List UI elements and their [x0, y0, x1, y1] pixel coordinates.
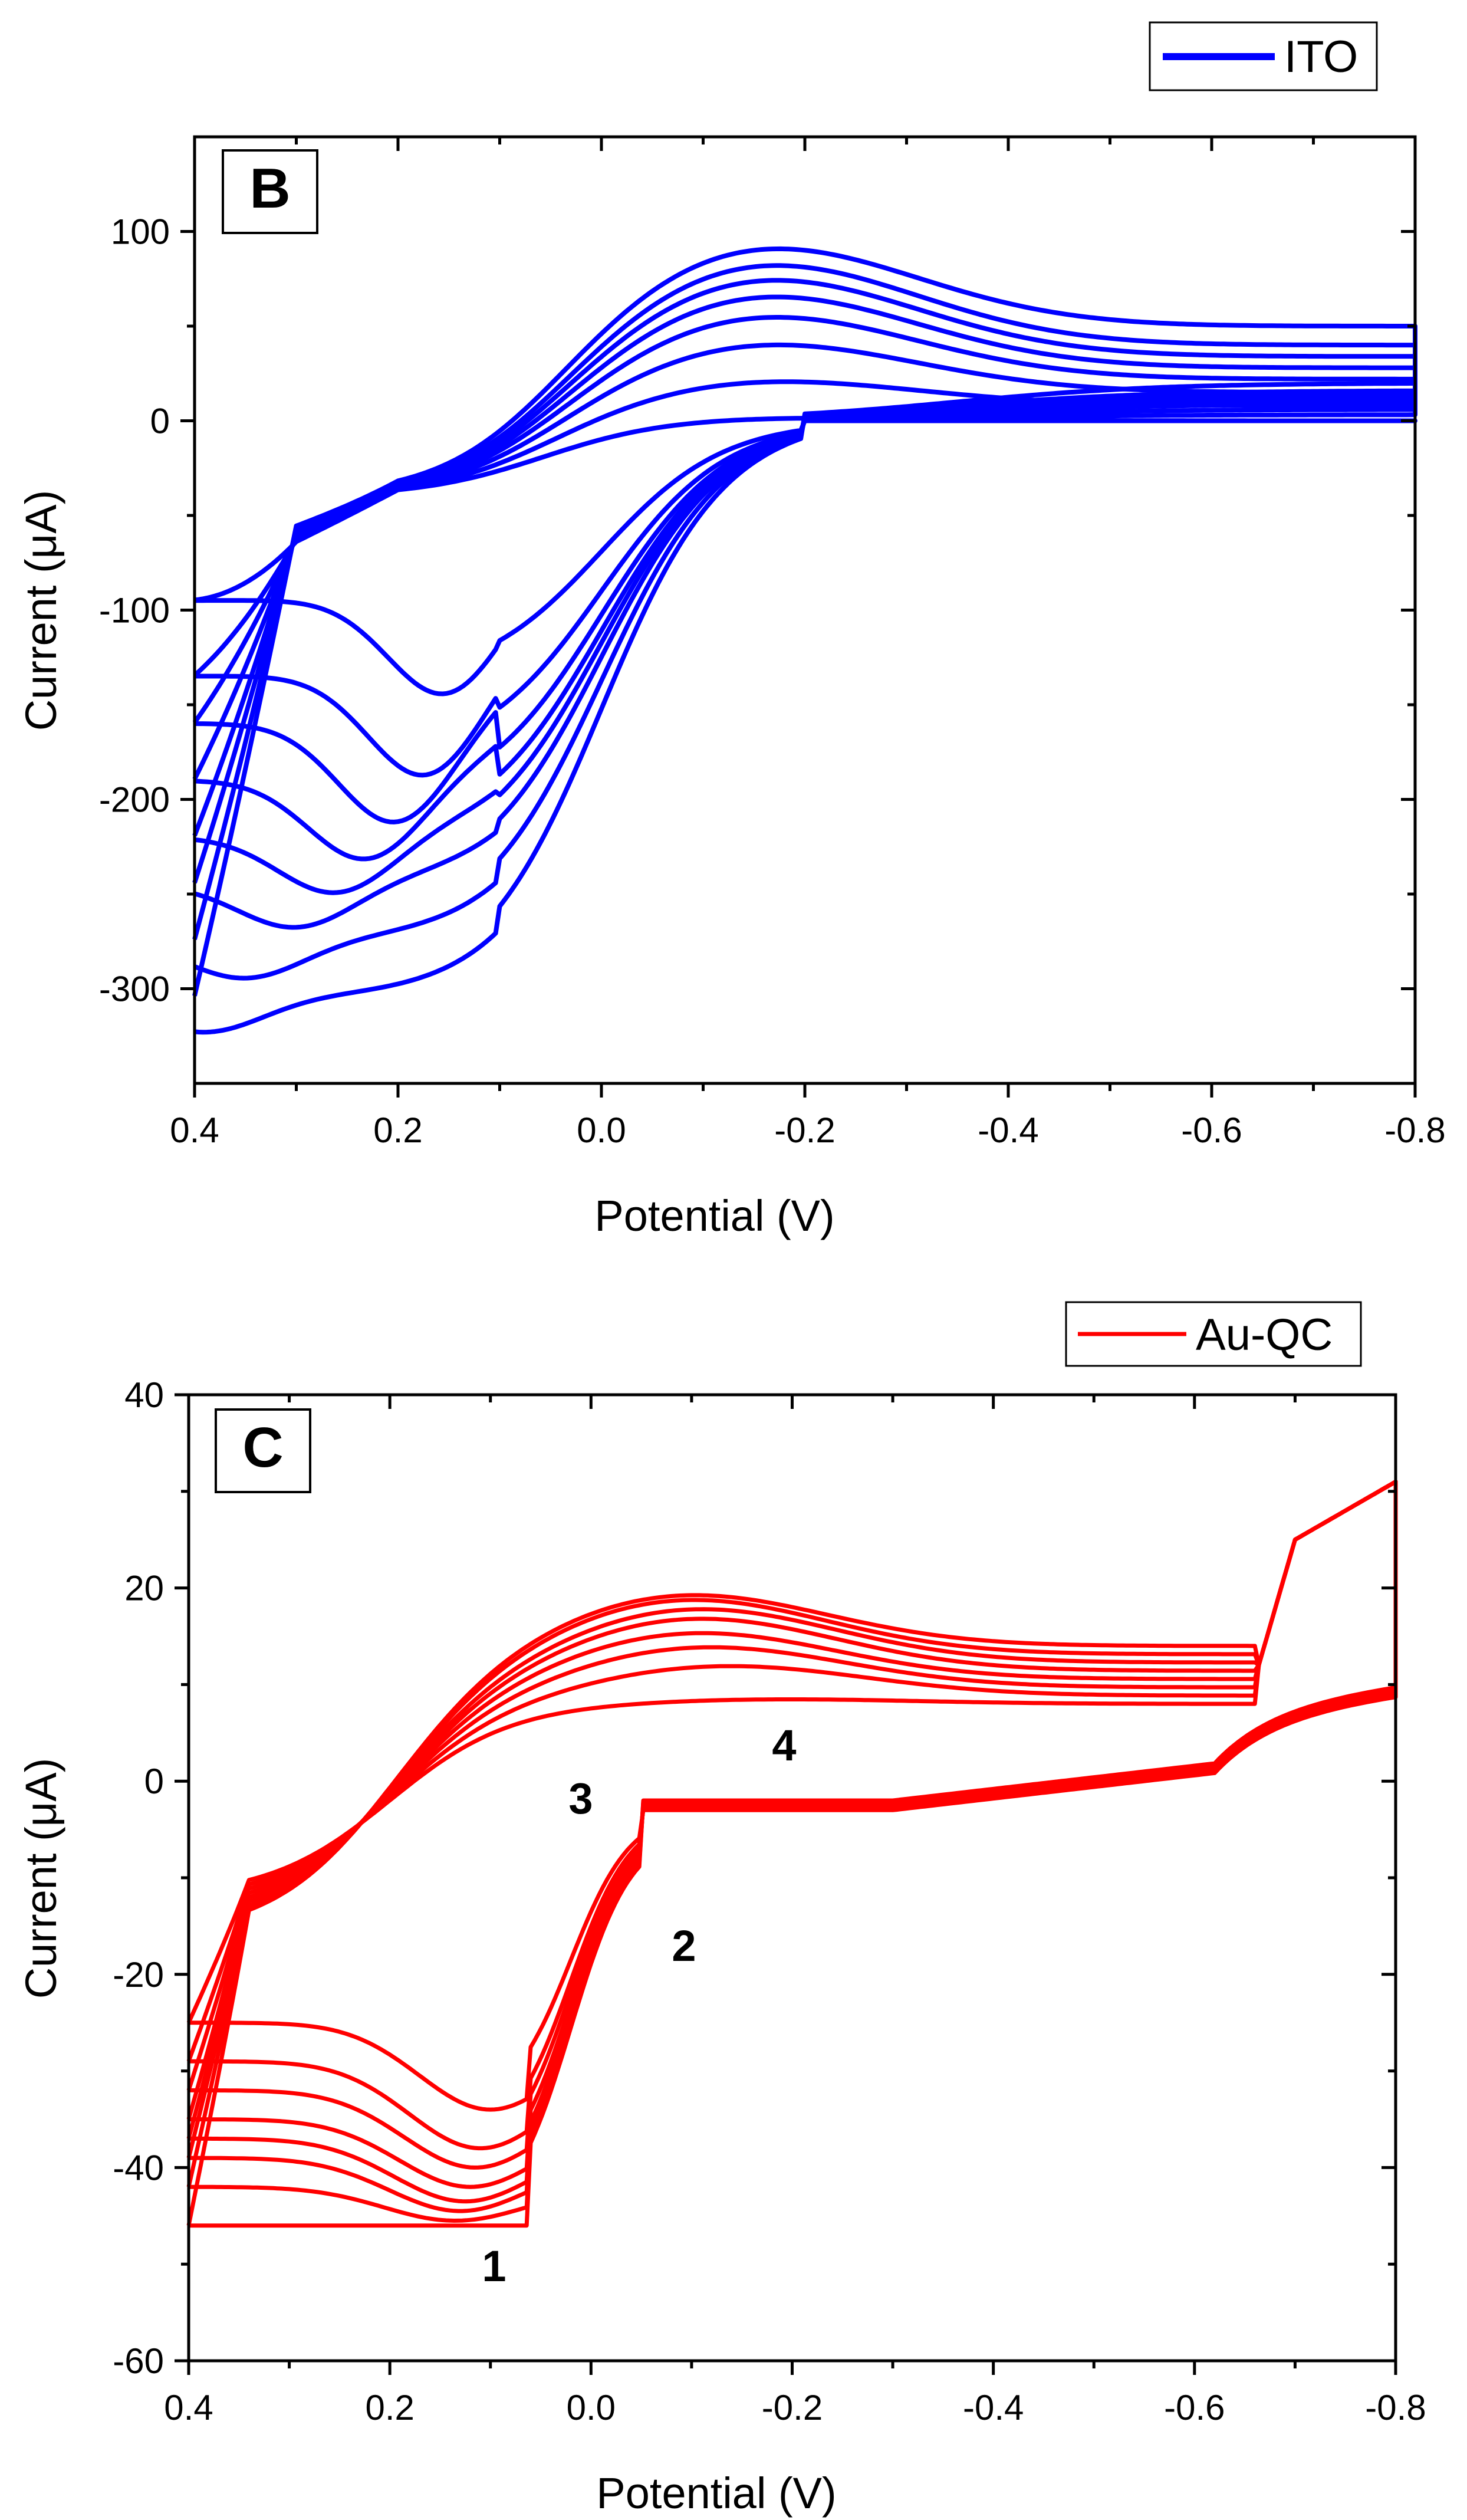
panel-b-x-tick-label: -0.4 — [978, 1110, 1038, 1150]
panel-c-annotation-1: 1 — [482, 2242, 506, 2291]
panel-b-y-tick-label: -300 — [99, 970, 170, 1009]
panel-b-label-box — [222, 149, 318, 234]
panel-c-annotation-3: 3 — [568, 1774, 593, 1823]
panel-b-legend-label: ITO — [1284, 32, 1358, 82]
panel-b-x-axis-label: Potential (V) — [594, 1191, 834, 1240]
panel-b-x-tick-label: -0.2 — [774, 1110, 835, 1150]
panel-c-chart: 0.4 0.2 0.0 -0.2 -0.4 -0.6 -0.840200-20-40-60 … — [17, 1301, 1426, 2518]
panel-c-x-tick-label: 0.0 — [567, 2388, 616, 2427]
panel-c-y-tick-label: 20 — [124, 1569, 164, 1608]
panel-b-x-tick-label: 0.2 — [373, 1110, 422, 1150]
panel-c-x-tick-label: -0.6 — [1164, 2388, 1225, 2427]
panel-b-x-tick-label: 0.4 — [170, 1110, 219, 1150]
panel-c-x-tick-label: -0.4 — [963, 2388, 1024, 2427]
panel-b-chart: 0.4 0.2 0.0 -0.2 -0.4 -0.6 -0.8 100 0 -100 -200 -30… — [17, 21, 1446, 1240]
panel-b-legend: ITO — [1149, 21, 1378, 91]
panel-b-x-tick-label: -0.8 — [1384, 1110, 1445, 1150]
panel-c-annotation-4: 4 — [772, 1721, 796, 1770]
panel-b-y-tick-label: -100 — [99, 591, 170, 630]
panel-c-x-axis-label: Potential (V) — [596, 2469, 836, 2518]
panel-c-label: C — [242, 1416, 283, 1479]
panel-c-x-tick-label: 0.2 — [365, 2388, 414, 2427]
panel-c-label-box — [215, 1408, 311, 1493]
panel-c-y-tick-label: -40 — [113, 2148, 164, 2187]
panel-b-y-tick-label: 100 — [111, 212, 170, 252]
panel-b-x-tick-label: -0.6 — [1181, 1110, 1242, 1150]
panel-c-x-tick-label: -0.2 — [762, 2388, 823, 2427]
panel-c-axes: 0.4 0.2 0.0 -0.2 -0.4 -0.6 -0.8 40 20 0 -20 -40 -60 — [113, 1375, 1426, 2427]
panel-c-x-tick-label: -0.8 — [1365, 2388, 1426, 2427]
panel-c-legend: Au-QC — [1065, 1301, 1362, 1367]
panel-c-y-tick-label: -60 — [113, 2341, 164, 2381]
panel-b-axes: 0.4 0.2 0.0 -0.2 -0.4 -0.6 -0.8 100 0 -100 -200 -30… — [99, 137, 1446, 1150]
panel-c-y-axis-label: Current (μA) — [17, 1758, 65, 1999]
panel-b-x-tick-label: 0.0 — [577, 1110, 626, 1150]
panel-b-y-tick-label: 0 — [150, 402, 170, 441]
panel-b-y-axis-label: Current (μA) — [17, 490, 65, 731]
panel-b-y-tick-label: -200 — [99, 780, 170, 820]
panel-c-y-tick-label: -20 — [113, 1955, 164, 1995]
panel-c-y-tick-label: 0 — [144, 1762, 164, 1801]
panel-b-label: B — [249, 157, 290, 220]
panel-c-y-tick-label: 40 — [124, 1375, 164, 1415]
panel-c-annotation-2: 2 — [672, 1921, 696, 1970]
panel-c-legend-label: Au-QC — [1196, 1310, 1333, 1360]
panel-c-x-tick-label: 0.4 — [164, 2388, 213, 2427]
